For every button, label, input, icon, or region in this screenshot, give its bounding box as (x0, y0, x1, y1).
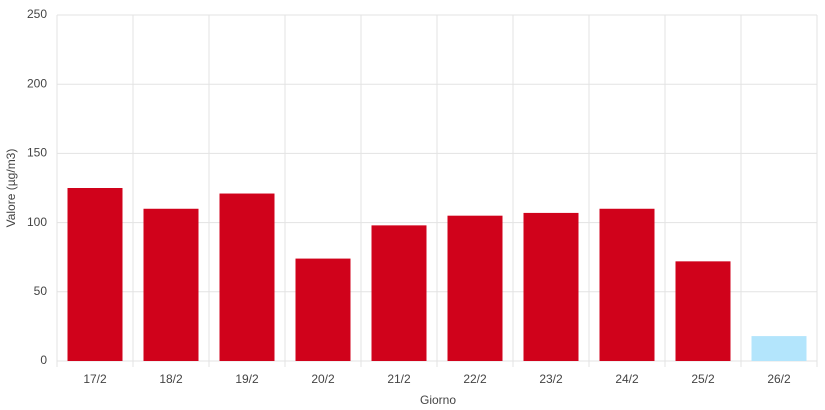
bar (675, 261, 731, 361)
y-tick-label: 100 (27, 215, 47, 229)
bar (447, 215, 503, 361)
x-tick-label: 18/2 (159, 372, 183, 386)
bar (751, 336, 807, 361)
bar (143, 208, 199, 361)
y-tick-label: 50 (34, 284, 48, 298)
y-tick-label: 0 (40, 353, 47, 367)
bar (67, 188, 123, 361)
x-tick-label: 22/2 (463, 372, 487, 386)
x-tick-label: 26/2 (767, 372, 791, 386)
x-tick-label: 23/2 (539, 372, 563, 386)
y-tick-label: 150 (27, 146, 47, 160)
x-tick-label: 19/2 (235, 372, 259, 386)
y-axis-title: Valore (µg/m3) (4, 149, 18, 228)
bar (523, 212, 579, 361)
x-tick-label: 20/2 (311, 372, 335, 386)
bar (371, 225, 427, 361)
x-axis-title: Giorno (420, 393, 456, 407)
x-tick-label: 21/2 (387, 372, 411, 386)
y-tick-label: 250 (27, 7, 47, 21)
x-tick-label: 17/2 (83, 372, 107, 386)
bar (219, 193, 275, 361)
x-tick-label: 24/2 (615, 372, 639, 386)
bar (599, 208, 655, 361)
x-tick-label: 25/2 (691, 372, 715, 386)
y-tick-label: 200 (27, 76, 47, 90)
bar (295, 258, 351, 361)
